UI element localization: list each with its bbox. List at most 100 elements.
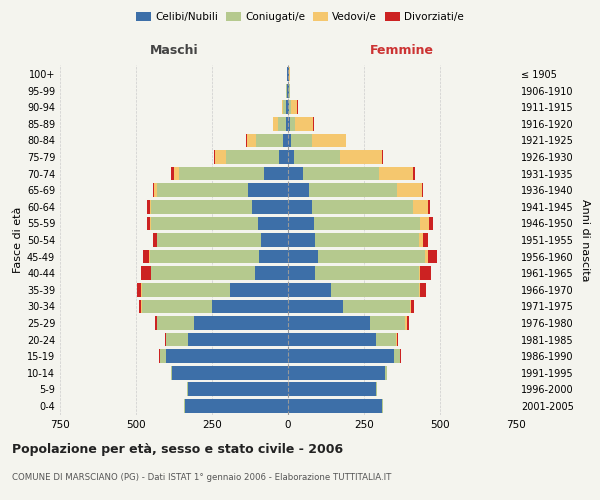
Bar xyxy=(410,300,411,313)
Bar xyxy=(313,200,413,213)
Bar xyxy=(288,150,294,164)
Bar xyxy=(413,167,415,180)
Bar xyxy=(179,167,263,180)
Bar xyxy=(260,233,288,247)
Bar xyxy=(370,316,405,330)
Bar xyxy=(282,100,283,114)
Bar xyxy=(394,350,400,363)
Bar xyxy=(288,167,303,180)
Bar xyxy=(283,100,286,114)
Bar xyxy=(428,250,437,264)
Bar xyxy=(256,134,283,147)
Bar xyxy=(159,350,160,363)
Bar xyxy=(430,216,433,230)
Bar xyxy=(157,184,248,197)
Bar xyxy=(397,184,422,197)
Bar xyxy=(286,100,288,114)
Bar xyxy=(274,117,278,130)
Bar xyxy=(155,316,157,330)
Bar xyxy=(428,200,430,213)
Bar xyxy=(379,167,413,180)
Text: Popolazione per età, sesso e stato civile - 2006: Popolazione per età, sesso e stato civil… xyxy=(12,442,343,456)
Bar xyxy=(288,84,289,98)
Bar xyxy=(151,216,257,230)
Bar xyxy=(226,150,279,164)
Bar xyxy=(331,283,419,296)
Bar xyxy=(288,382,376,396)
Bar xyxy=(147,216,150,230)
Bar xyxy=(385,366,387,380)
Bar xyxy=(382,150,383,164)
Bar xyxy=(286,117,288,130)
Bar xyxy=(215,150,226,164)
Bar xyxy=(149,250,259,264)
Bar xyxy=(212,300,288,313)
Bar xyxy=(188,382,288,396)
Text: COMUNE DI MARSCIANO (PG) - Dati ISTAT 1° gennaio 2006 - Elaborazione TUTTITALIA.: COMUNE DI MARSCIANO (PG) - Dati ISTAT 1°… xyxy=(12,472,391,482)
Bar xyxy=(313,134,346,147)
Bar xyxy=(289,100,292,114)
Bar xyxy=(188,332,288,346)
Bar xyxy=(419,283,420,296)
Bar xyxy=(288,316,370,330)
Legend: Celibi/Nubili, Coniugati/e, Vedovi/e, Divorziati/e: Celibi/Nubili, Coniugati/e, Vedovi/e, Di… xyxy=(132,8,468,26)
Bar xyxy=(174,167,179,180)
Bar xyxy=(419,233,423,247)
Bar xyxy=(313,117,314,130)
Bar xyxy=(288,366,385,380)
Bar xyxy=(150,216,151,230)
Bar xyxy=(413,200,428,213)
Bar xyxy=(294,150,340,164)
Bar xyxy=(288,134,291,147)
Bar xyxy=(287,84,288,98)
Bar xyxy=(288,216,314,230)
Bar xyxy=(187,382,188,396)
Bar xyxy=(151,266,254,280)
Bar xyxy=(290,117,295,130)
Bar xyxy=(185,399,288,412)
Bar xyxy=(420,216,430,230)
Bar xyxy=(251,200,288,213)
Bar xyxy=(142,283,230,296)
Bar xyxy=(257,216,288,230)
Bar xyxy=(214,150,215,164)
Bar xyxy=(283,134,288,147)
Bar xyxy=(279,150,288,164)
Bar xyxy=(184,399,185,412)
Bar xyxy=(314,216,420,230)
Bar xyxy=(288,184,309,197)
Y-axis label: Anni di nascita: Anni di nascita xyxy=(580,198,590,281)
Bar xyxy=(139,300,142,313)
Bar xyxy=(153,184,154,197)
Bar xyxy=(288,68,289,81)
Bar xyxy=(343,300,410,313)
Y-axis label: Fasce di età: Fasce di età xyxy=(13,207,23,273)
Bar xyxy=(289,84,290,98)
Bar xyxy=(288,399,382,412)
Bar xyxy=(425,250,428,264)
Bar xyxy=(396,332,397,346)
Bar xyxy=(376,332,396,346)
Bar xyxy=(288,200,313,213)
Bar xyxy=(194,316,288,330)
Bar xyxy=(288,250,319,264)
Bar xyxy=(288,266,316,280)
Text: Maschi: Maschi xyxy=(149,44,199,58)
Bar xyxy=(288,283,331,296)
Bar xyxy=(405,316,407,330)
Bar xyxy=(254,266,288,280)
Bar xyxy=(423,233,428,247)
Bar xyxy=(142,266,151,280)
Bar xyxy=(154,184,157,197)
Bar xyxy=(382,399,383,412)
Text: Femmine: Femmine xyxy=(370,44,434,58)
Bar xyxy=(303,167,379,180)
Bar xyxy=(309,184,397,197)
Bar xyxy=(420,266,431,280)
Bar xyxy=(171,366,172,380)
Bar xyxy=(288,100,289,114)
Bar xyxy=(295,117,313,130)
Bar xyxy=(407,316,409,330)
Bar xyxy=(292,100,298,114)
Bar xyxy=(376,382,377,396)
